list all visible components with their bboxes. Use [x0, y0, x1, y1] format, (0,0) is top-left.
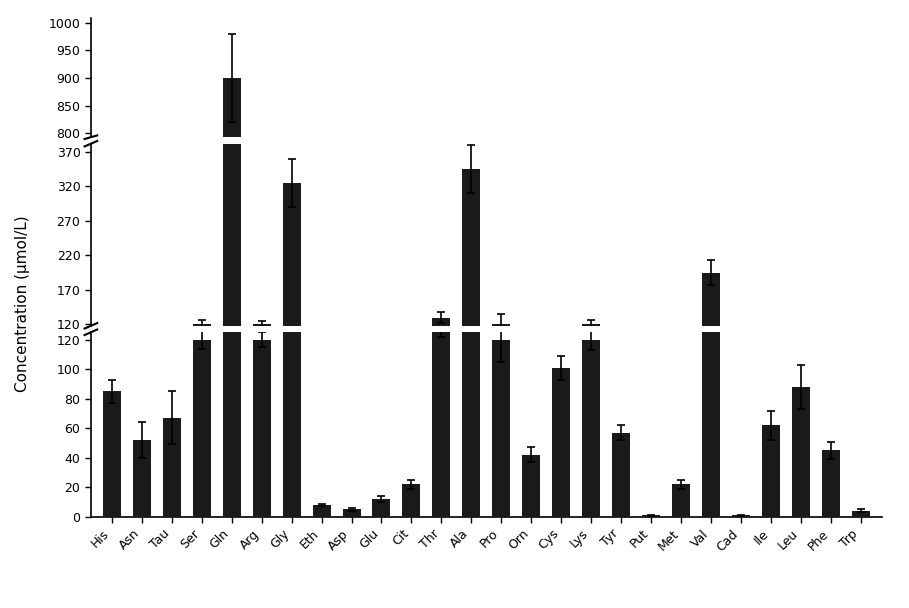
- Bar: [193, 340, 211, 517]
- Bar: [523, 378, 540, 407]
- Bar: [762, 425, 780, 517]
- Bar: [253, 340, 271, 517]
- Bar: [702, 468, 720, 576]
- Bar: [343, 573, 361, 576]
- Bar: [463, 169, 480, 407]
- Bar: [672, 392, 690, 407]
- Bar: [313, 505, 331, 517]
- Bar: [552, 368, 570, 517]
- Bar: [463, 7, 480, 517]
- Bar: [852, 574, 870, 576]
- Bar: [852, 511, 870, 517]
- Bar: [403, 392, 420, 407]
- Bar: [612, 433, 630, 517]
- Bar: [792, 527, 810, 576]
- Bar: [163, 418, 181, 517]
- Bar: [373, 399, 391, 407]
- Bar: [732, 516, 750, 517]
- Bar: [373, 499, 391, 517]
- Bar: [762, 542, 780, 576]
- Bar: [523, 455, 540, 517]
- Bar: [433, 504, 450, 576]
- Bar: [133, 371, 151, 407]
- Bar: [822, 376, 840, 407]
- Bar: [672, 485, 690, 517]
- Bar: [852, 404, 870, 407]
- Bar: [672, 564, 690, 576]
- Bar: [343, 404, 361, 407]
- Bar: [103, 392, 121, 517]
- Bar: [403, 564, 420, 576]
- Bar: [552, 337, 570, 407]
- Bar: [762, 364, 780, 407]
- Bar: [283, 37, 301, 517]
- Bar: [313, 572, 331, 576]
- Bar: [193, 325, 211, 407]
- Bar: [702, 272, 720, 407]
- Bar: [283, 183, 301, 407]
- Bar: [223, 0, 241, 407]
- Bar: [103, 348, 121, 407]
- Bar: [582, 340, 600, 517]
- Bar: [163, 539, 181, 576]
- Text: Concentration (μmol/L): Concentration (μmol/L): [15, 216, 30, 392]
- Bar: [163, 361, 181, 407]
- Bar: [223, 0, 241, 517]
- Bar: [822, 451, 840, 517]
- Bar: [283, 396, 301, 576]
- Bar: [493, 510, 510, 576]
- Bar: [403, 485, 420, 517]
- Bar: [133, 440, 151, 517]
- Bar: [582, 510, 600, 576]
- Bar: [642, 516, 660, 517]
- Bar: [103, 529, 121, 576]
- Bar: [493, 325, 510, 407]
- Bar: [493, 340, 510, 517]
- Bar: [253, 510, 271, 576]
- Bar: [133, 547, 151, 576]
- Bar: [792, 387, 810, 517]
- Bar: [792, 347, 810, 407]
- Bar: [463, 385, 480, 576]
- Bar: [433, 317, 450, 407]
- Bar: [822, 551, 840, 576]
- Bar: [313, 402, 331, 407]
- Bar: [702, 229, 720, 517]
- Bar: [612, 545, 630, 576]
- Bar: [193, 510, 211, 576]
- Bar: [612, 368, 630, 407]
- Bar: [373, 570, 391, 576]
- Bar: [552, 520, 570, 576]
- Bar: [343, 510, 361, 517]
- Bar: [433, 325, 450, 517]
- Bar: [223, 78, 241, 576]
- Bar: [253, 325, 271, 407]
- Bar: [523, 553, 540, 576]
- Bar: [582, 325, 600, 407]
